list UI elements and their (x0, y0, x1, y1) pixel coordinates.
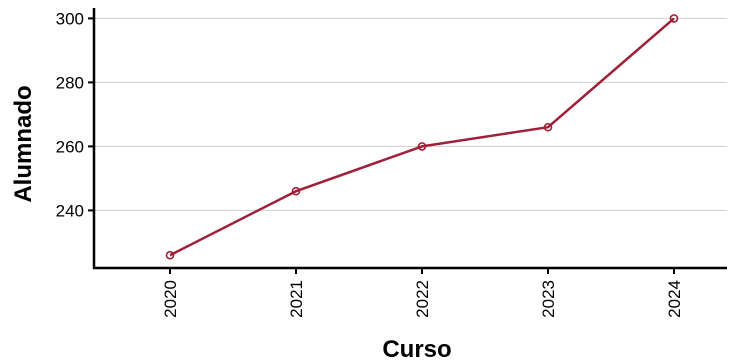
axes (88, 8, 727, 274)
x-tick-label-2020: 2020 (161, 280, 180, 318)
x-tick-label-2024: 2024 (665, 280, 684, 318)
y-tick-label-240: 240 (56, 201, 84, 220)
data-point-2024 (669, 14, 679, 23)
y-tick-labels: 240 260 280 300 (56, 9, 84, 220)
x-tick-label-2022: 2022 (413, 280, 432, 318)
data-points (165, 14, 679, 260)
x-tick-label-2021: 2021 (287, 280, 306, 318)
series-line-0 (169, 17, 675, 257)
grid-lines (94, 17, 727, 211)
x-tick-labels: 2020 2021 2022 2023 2024 (161, 280, 684, 318)
data-point-2022 (417, 142, 427, 151)
y-tick-label-300: 300 (56, 9, 84, 28)
y-axis-title: Alumnado (10, 85, 37, 202)
series-line-group (169, 17, 675, 257)
y-tick-label-260: 260 (56, 137, 84, 156)
y-tick-label-280: 280 (56, 73, 84, 92)
data-point-2020 (165, 250, 175, 260)
data-point-2021 (291, 186, 301, 196)
data-point-2023 (543, 122, 553, 132)
x-tick-label-2023: 2023 (539, 280, 558, 318)
x-axis-title: Curso (382, 336, 451, 363)
